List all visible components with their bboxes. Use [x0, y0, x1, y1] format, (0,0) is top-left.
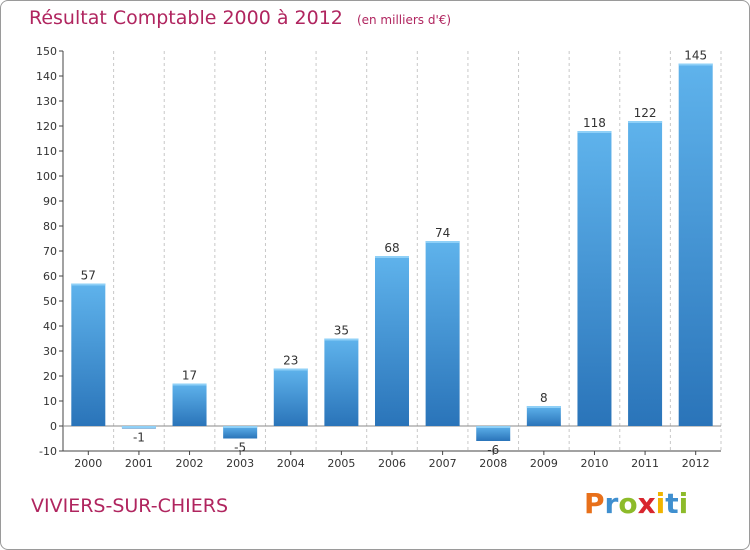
value-label: 35 — [334, 324, 349, 338]
proxiti-logo: Proxiti — [584, 487, 688, 520]
chart-title: Résultat Comptable 2000 à 2012 — [29, 7, 343, 29]
y-tick-label: 140 — [36, 70, 57, 83]
bar-highlight — [71, 283, 106, 286]
x-tick-label: 2002 — [176, 457, 204, 470]
bar — [678, 63, 713, 426]
x-tick-label: 2001 — [125, 457, 153, 470]
bar-highlight — [425, 241, 460, 243]
value-label: -1 — [133, 431, 145, 445]
x-tick-label: 2006 — [378, 457, 406, 470]
chart-subtitle: (en milliers d'€) — [356, 13, 452, 27]
bar — [223, 426, 258, 439]
bar — [71, 283, 106, 426]
bar — [375, 256, 409, 426]
x-tick-label: 2009 — [530, 457, 558, 470]
y-tick-label: 10 — [43, 395, 57, 408]
logo-letter: r — [604, 487, 619, 520]
value-label: 17 — [182, 369, 197, 383]
value-label: 118 — [583, 116, 606, 130]
x-tick-label: 2012 — [682, 457, 710, 470]
bar-highlight — [678, 63, 713, 66]
y-tick-label: 80 — [43, 220, 57, 233]
x-tick-label: 2008 — [479, 457, 507, 470]
x-tick-label: 2010 — [580, 457, 608, 470]
town-name: VIVIERS-SUR-CHIERS — [31, 495, 229, 517]
y-tick-label: 40 — [43, 320, 57, 333]
value-label: 23 — [283, 354, 298, 368]
bar — [324, 338, 359, 426]
bar-highlight — [324, 338, 359, 341]
value-label: 122 — [634, 106, 657, 120]
bar-highlight — [476, 426, 511, 428]
value-label: 74 — [435, 226, 450, 240]
grid-lines — [113, 51, 722, 451]
bar — [172, 383, 207, 426]
y-tick-label: 100 — [36, 170, 57, 183]
logo-letter: P — [584, 487, 605, 520]
value-label: 8 — [540, 391, 548, 405]
logo-letter: i — [655, 487, 666, 520]
value-label: -6 — [487, 443, 499, 457]
bar — [476, 426, 511, 441]
logo-letter: t — [665, 487, 679, 520]
bar — [425, 241, 460, 426]
bar-highlight — [628, 121, 663, 123]
value-label: 68 — [384, 241, 399, 255]
y-tick-label: 0 — [50, 420, 57, 433]
y-tick-label: -10 — [39, 445, 57, 458]
y-tick-label: 150 — [36, 45, 57, 58]
bars — [71, 63, 713, 441]
bar-highlight — [172, 383, 207, 386]
logo-letter: o — [618, 487, 638, 520]
bar-highlight — [375, 256, 409, 258]
y-tick-label: 60 — [43, 270, 57, 283]
y-tick-label: 20 — [43, 370, 57, 383]
x-tick-label: 2000 — [74, 457, 102, 470]
x-tick-label: 2004 — [277, 457, 305, 470]
y-tick-label: 110 — [36, 145, 57, 158]
y-tick-label: 70 — [43, 245, 57, 258]
y-tick-label: 120 — [36, 120, 57, 133]
logo-letter: x — [637, 487, 656, 520]
bar — [526, 406, 561, 426]
x-tick-label: 2003 — [226, 457, 254, 470]
bar-highlight — [526, 406, 561, 408]
y-tick-label: 30 — [43, 345, 57, 358]
bar-highlight — [121, 426, 156, 428]
value-label: 145 — [684, 49, 707, 63]
labels: -10 0 10 20 30 40 50 60 70 80 90 100 110 120 130 140 150… — [36, 45, 710, 470]
y-tick-label: 90 — [43, 195, 57, 208]
bar — [577, 131, 612, 426]
bar-highlight — [273, 368, 308, 371]
bar — [628, 121, 663, 426]
value-label: -5 — [234, 441, 246, 455]
bar-highlight — [577, 131, 612, 133]
bar-highlight — [223, 426, 258, 428]
x-tick-label: 2007 — [429, 457, 457, 470]
chart-title-block: Résultat Comptable 2000 à 2012 (en milli… — [29, 7, 451, 29]
y-tick-label: 50 — [43, 295, 57, 308]
x-tick-label: 2011 — [631, 457, 659, 470]
value-label: 57 — [81, 269, 96, 283]
y-tick-label: 130 — [36, 95, 57, 108]
x-tick-label: 2005 — [327, 457, 355, 470]
logo-letter: i — [678, 487, 689, 520]
bar — [273, 368, 308, 426]
